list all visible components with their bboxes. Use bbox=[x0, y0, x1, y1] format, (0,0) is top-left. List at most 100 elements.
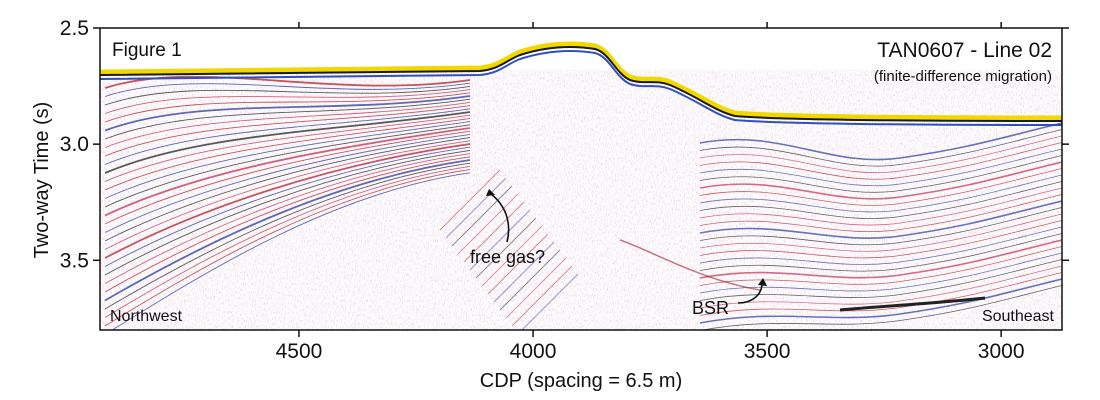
reflector bbox=[699, 226, 1062, 265]
reflector bbox=[104, 133, 471, 233]
reflector bbox=[104, 140, 471, 250]
reflector bbox=[111, 172, 471, 330]
reflectors bbox=[104, 75, 1062, 330]
reflector bbox=[104, 143, 471, 259]
reflector bbox=[699, 213, 1062, 252]
plot-frame bbox=[99, 27, 1063, 331]
reflector bbox=[700, 285, 1062, 330]
reflector bbox=[104, 149, 471, 276]
annotation: Southeast bbox=[982, 308, 1055, 325]
reflector bbox=[619, 239, 761, 291]
reflector bbox=[104, 95, 471, 132]
reflector bbox=[699, 129, 1062, 167]
seafloor-edge bbox=[100, 50, 1062, 126]
arrow bbox=[737, 282, 763, 304]
reflector bbox=[104, 117, 471, 191]
reflector bbox=[487, 233, 549, 295]
reflector bbox=[104, 82, 471, 97]
reflector bbox=[699, 265, 1062, 309]
reflector bbox=[104, 114, 471, 182]
chart-title: TAN0607 - Line 02 bbox=[877, 39, 1052, 62]
reflector bbox=[481, 225, 543, 287]
reflector bbox=[104, 108, 471, 165]
reflector bbox=[463, 201, 525, 263]
annotation: Northwest bbox=[110, 308, 183, 325]
reflector bbox=[104, 169, 471, 327]
reflector bbox=[104, 85, 471, 106]
reflector bbox=[439, 169, 501, 231]
reflector bbox=[699, 220, 1062, 259]
reflector bbox=[451, 185, 513, 247]
reflector bbox=[699, 272, 1062, 316]
reflector bbox=[699, 142, 1062, 180]
axes: 2.5 3.0 3.5 4500 4000 3500 3000 bbox=[60, 17, 1069, 363]
reflector bbox=[104, 89, 471, 114]
seismic-image bbox=[100, 28, 1062, 330]
reflector bbox=[104, 111, 471, 174]
reflector bbox=[457, 193, 519, 255]
x-tick-label: 4000 bbox=[510, 340, 557, 363]
reflector bbox=[499, 249, 561, 311]
x-tick-label: 4500 bbox=[276, 340, 323, 363]
reflector bbox=[104, 137, 471, 242]
reflector bbox=[104, 130, 471, 225]
reflector bbox=[445, 177, 507, 239]
seafloor-edge bbox=[100, 46, 1062, 122]
seafloor bbox=[100, 41, 1062, 121]
reflector bbox=[104, 92, 471, 123]
y-tick-label: 3.0 bbox=[60, 133, 89, 156]
reflector bbox=[699, 168, 1062, 206]
reflector bbox=[104, 162, 471, 310]
reflector bbox=[511, 265, 573, 327]
figure-label: Figure 1 bbox=[112, 40, 182, 61]
reflector bbox=[699, 161, 1062, 200]
y-tick-label: 3.5 bbox=[60, 249, 89, 272]
y-axis-label: Two-way Time (s) bbox=[31, 102, 53, 259]
reflector bbox=[104, 124, 471, 208]
reflector bbox=[699, 239, 1062, 279]
annotation: free gas? bbox=[470, 247, 545, 267]
reflector bbox=[475, 217, 537, 279]
reflector bbox=[699, 252, 1062, 294]
reflector bbox=[699, 174, 1062, 213]
reflector bbox=[469, 209, 531, 271]
reflector bbox=[699, 155, 1062, 193]
reflector bbox=[699, 259, 1062, 301]
reflector bbox=[104, 75, 471, 89]
reflector bbox=[839, 296, 986, 312]
reflector bbox=[699, 181, 1062, 219]
reflector bbox=[699, 122, 1062, 161]
reflector bbox=[104, 165, 471, 318]
reflector bbox=[104, 98, 471, 140]
reflector bbox=[521, 273, 579, 330]
reflector bbox=[104, 153, 471, 284]
chart-subtitle: (finite-difference migration) bbox=[874, 68, 1052, 85]
arrow bbox=[490, 193, 510, 243]
reflector bbox=[505, 257, 567, 319]
reflector bbox=[104, 156, 471, 293]
reflector bbox=[699, 148, 1062, 187]
reflector bbox=[699, 135, 1062, 174]
reflector bbox=[699, 187, 1062, 226]
reflector bbox=[699, 207, 1062, 246]
annotation: BSR bbox=[692, 298, 729, 318]
x-axis-label: CDP (spacing = 6.5 m) bbox=[480, 370, 683, 392]
y-tick-label: 2.5 bbox=[60, 17, 89, 40]
reflector bbox=[104, 146, 471, 267]
reflector bbox=[699, 194, 1062, 233]
x-tick-label: 3500 bbox=[744, 340, 791, 363]
reflector bbox=[104, 101, 471, 148]
reflector bbox=[699, 233, 1062, 272]
reflector bbox=[699, 200, 1062, 239]
reflector bbox=[104, 121, 471, 199]
arrow-head bbox=[758, 278, 767, 286]
reflector bbox=[104, 105, 471, 157]
reflector bbox=[104, 159, 471, 302]
x-tick-label: 3000 bbox=[978, 340, 1025, 363]
reflector bbox=[493, 241, 555, 303]
reflector bbox=[699, 278, 1062, 324]
reflector bbox=[104, 127, 471, 217]
arrow-head bbox=[486, 189, 495, 196]
